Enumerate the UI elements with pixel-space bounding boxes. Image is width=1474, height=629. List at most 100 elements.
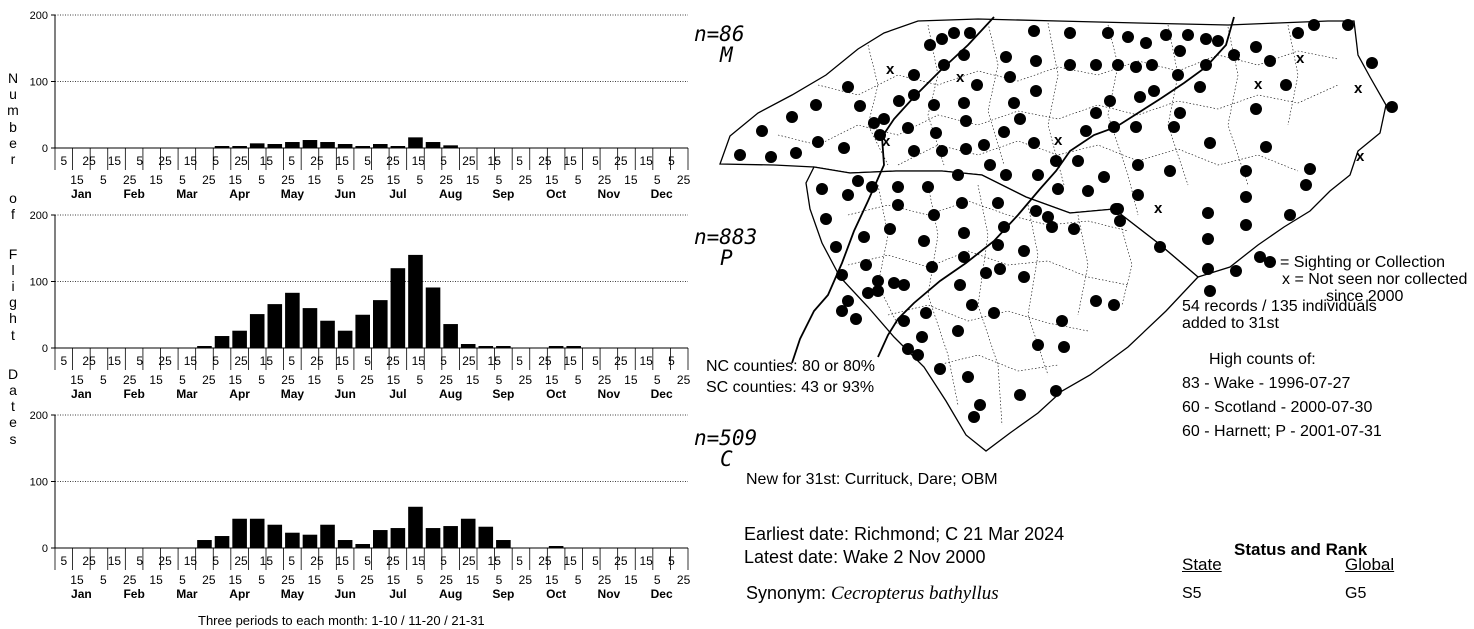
bar [197, 346, 212, 348]
bar [373, 530, 388, 548]
month-label: May [281, 587, 305, 601]
period-label-lower: 5 [337, 373, 344, 387]
period-label-upper: 15 [336, 554, 350, 568]
month-label: Mar [176, 387, 198, 401]
period-label-upper: 5 [136, 154, 143, 168]
y-axis-label-letter: m [7, 102, 19, 119]
period-label-lower: 25 [440, 173, 454, 187]
period-label-upper: 5 [60, 354, 67, 368]
month-label: Dec [651, 187, 673, 201]
records-count: 54 records / 135 individuals [1182, 298, 1377, 315]
period-label-upper: 15 [260, 554, 274, 568]
month-label: Jul [389, 187, 406, 201]
bar [496, 540, 511, 548]
period-label-upper: 25 [386, 354, 400, 368]
nc-counties: NC counties: 80 or 80% [706, 358, 875, 375]
month-label: Dec [651, 387, 673, 401]
bar [548, 346, 564, 348]
period-label-upper: 15 [336, 154, 350, 168]
period-label-upper: 5 [668, 554, 675, 568]
period-label-lower: 5 [496, 173, 503, 187]
y-axis-label-letter: l [11, 261, 15, 278]
period-label-lower: 15 [149, 573, 163, 587]
period-label-lower: 25 [202, 173, 216, 187]
period-label-upper: 15 [184, 154, 198, 168]
period-label-lower: 15 [387, 573, 401, 587]
y-axis-label-letter: F [8, 245, 18, 262]
period-label-lower: 25 [598, 373, 612, 387]
period-label-upper: 15 [336, 354, 350, 368]
period-label-upper: 5 [364, 154, 371, 168]
period-label-lower: 25 [123, 573, 137, 587]
y-axis-label-letter: N [7, 70, 19, 86]
zone-label-m: M [720, 43, 733, 67]
period-label-lower: 15 [308, 373, 322, 387]
period-label-lower: 15 [70, 173, 84, 187]
period-label-lower: 25 [598, 173, 612, 187]
bar [197, 540, 212, 548]
period-label-lower: 5 [654, 573, 661, 587]
sighting-markers [734, 19, 1398, 423]
period-label-lower: 5 [417, 373, 424, 387]
month-label: Feb [123, 387, 144, 401]
bar [390, 528, 406, 548]
bar [285, 532, 300, 548]
y-tick-label: 100 [30, 277, 48, 289]
y-axis-label-letter: g [9, 294, 17, 311]
bar [249, 314, 265, 348]
period-label-upper: 5 [60, 554, 67, 568]
period-label-lower: 15 [70, 573, 84, 587]
period-label-upper: 15 [184, 354, 198, 368]
y-axis-label-letter: a [9, 382, 17, 398]
bar [478, 526, 494, 548]
period-label-upper: 25 [158, 354, 172, 368]
month-label: Jan [71, 187, 92, 201]
bar [460, 518, 476, 548]
bar [443, 526, 458, 548]
high-counts: High counts of: 83 - Wake - 1996-07-27 6… [1182, 348, 1382, 444]
y-axis-label-letter: b [9, 118, 17, 135]
period-label-upper: 15 [412, 154, 426, 168]
bar [267, 304, 283, 348]
period-label-lower: 25 [677, 573, 691, 587]
period-label-lower: 25 [281, 173, 295, 187]
period-label-upper: 25 [82, 354, 96, 368]
period-label-lower: 5 [575, 373, 582, 387]
period-label-lower: 5 [258, 373, 265, 387]
bar [214, 336, 230, 348]
earliest-date: Earliest date: Richmond; C 21 Mar 2024 [744, 524, 1065, 544]
svg-text:x: x [1354, 80, 1363, 97]
month-label: Sep [492, 187, 514, 201]
period-label-upper: 15 [488, 154, 502, 168]
bar [373, 300, 388, 348]
month-label: Aug [439, 387, 462, 401]
period-label-upper: 15 [412, 554, 426, 568]
month-label: Oct [546, 387, 566, 401]
y-axis-label-letter: s [9, 430, 17, 447]
y-axis-label-letter: h [9, 310, 17, 327]
new-for-31st: New for 31st: Currituck, Dare; OBM [746, 471, 998, 488]
y-axis-label-letter: o [9, 190, 17, 207]
bar [232, 518, 247, 548]
bar [249, 143, 265, 148]
period-label-lower: 25 [519, 573, 533, 587]
month-label: Jan [71, 387, 92, 401]
month-label: Mar [176, 587, 198, 601]
x-axis-caption: Three periods to each month: 1-10 / 11-2… [198, 613, 485, 628]
period-label-upper: 15 [639, 354, 653, 368]
period-label-lower: 15 [466, 573, 480, 587]
period-label-upper: 15 [412, 354, 426, 368]
period-label-upper: 15 [108, 154, 122, 168]
svg-text:x: x [1054, 132, 1063, 149]
period-label-lower: 15 [229, 573, 243, 587]
bar [285, 142, 300, 148]
y-tick-label: 0 [42, 143, 48, 155]
month-label: Jul [389, 387, 406, 401]
period-label-lower: 15 [545, 173, 559, 187]
not-seen-markers: x x x x x x x x x x [882, 47, 1365, 217]
bar [320, 320, 335, 348]
period-label-upper: 15 [564, 354, 578, 368]
period-label-upper: 5 [440, 354, 447, 368]
y-axis-label-letter: D [7, 365, 19, 382]
